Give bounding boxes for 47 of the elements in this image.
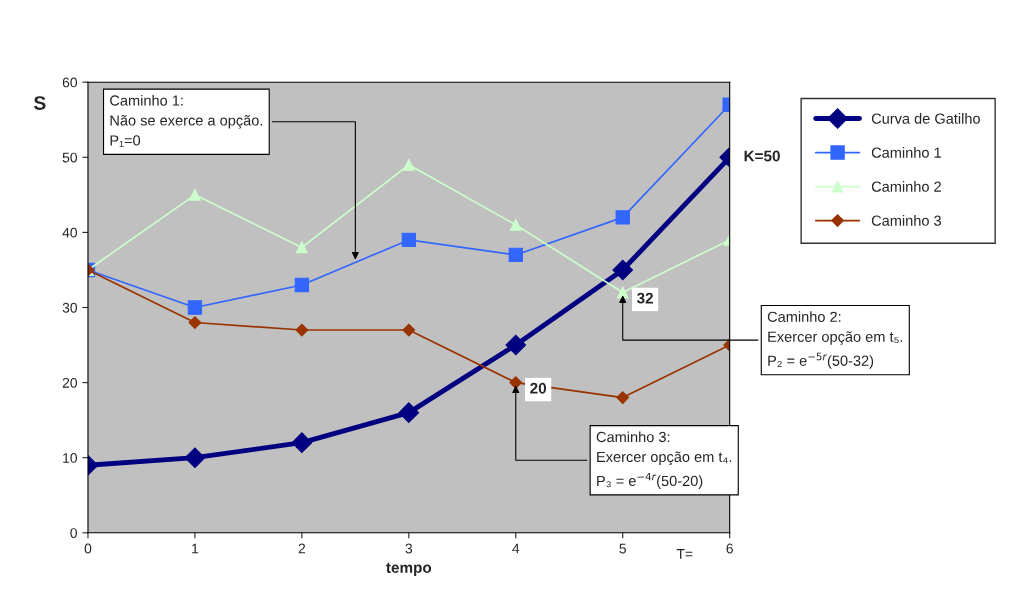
annotation: Caminho 2: Exercer opção em t₅. P₂ = e$^{−5r}$(50-32) — [767, 311, 903, 369]
annotation: Caminho 1: Não se exerce a opção. P₁=0 — [110, 94, 263, 147]
y-tick-label: 50 — [62, 152, 78, 163]
x-tick-label: 0 — [84, 543, 92, 554]
y-tick-label: 10 — [63, 453, 78, 463]
x-tick-label: 2 — [298, 543, 306, 554]
point — [295, 241, 308, 254]
x-tick-label: 1 — [192, 543, 199, 554]
point — [615, 210, 630, 225]
point — [509, 218, 522, 231]
point — [616, 391, 630, 405]
annotation: K=50 — [744, 150, 780, 162]
y-tick-label: 40 — [62, 227, 78, 238]
point — [294, 277, 310, 293]
y-tick-label: 0 — [70, 528, 78, 538]
point — [187, 300, 203, 315]
text: T= — [676, 549, 693, 559]
point — [401, 232, 417, 248]
annotation: 32 — [636, 292, 653, 304]
annotation: Caminho 3: Exercer opção em t₄. P₃ = e$^{−4r}$(50-20) — [596, 431, 732, 489]
point — [188, 188, 201, 201]
point — [612, 259, 634, 281]
point — [398, 402, 420, 423]
y-axis-title: S — [33, 96, 46, 110]
point — [505, 334, 527, 356]
point — [508, 247, 523, 263]
x-tick-label: 5 — [619, 543, 627, 554]
x-tick-label: 3 — [405, 543, 413, 554]
point — [402, 323, 416, 337]
point — [616, 286, 629, 299]
legend-label: Curva de Gatilho — [871, 113, 980, 124]
y-tick-label: 30 — [62, 302, 78, 313]
y-tick-label: 20 — [62, 377, 78, 388]
point — [509, 376, 523, 390]
x-tick-label: 4 — [512, 543, 520, 554]
legend-label: Caminho 3 — [871, 215, 942, 226]
point — [291, 432, 313, 454]
point — [184, 447, 206, 469]
point — [188, 316, 202, 329]
x-tick-label: 6 — [726, 543, 733, 554]
x-axis-title: tempo — [386, 562, 432, 576]
annotation: 20 — [530, 382, 547, 394]
point — [295, 323, 309, 337]
legend-label: Caminho 1 — [871, 147, 941, 158]
point — [402, 158, 415, 171]
y-tick-label: 60 — [62, 77, 78, 88]
legend-label: Caminho 2 — [871, 181, 941, 192]
